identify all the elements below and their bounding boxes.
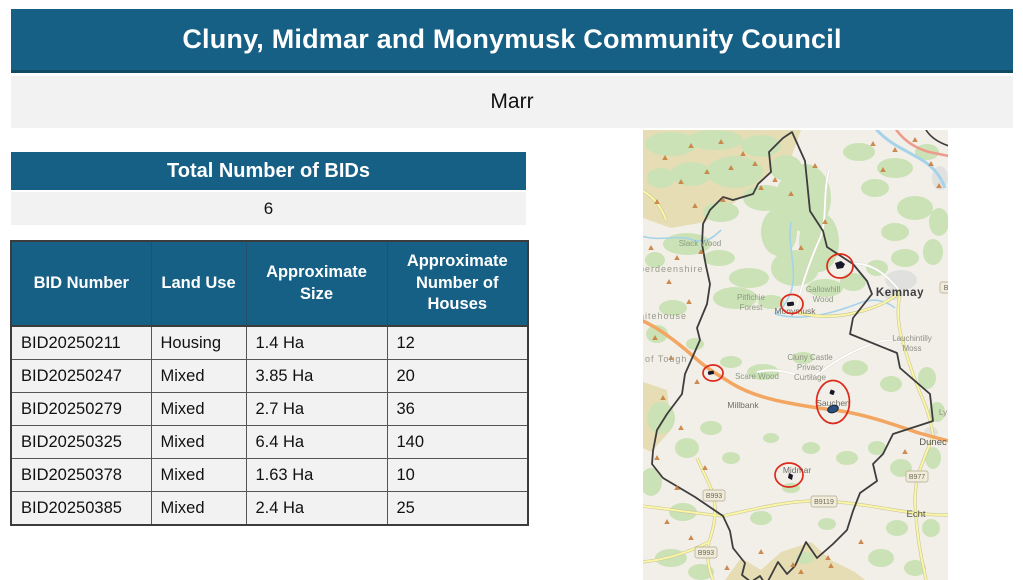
summary-title: Total Number of BIDs (167, 159, 370, 182)
col-header-approx-size: Approximate Size (245, 240, 388, 327)
map-label-cluny-3: Curtilage (794, 373, 827, 382)
svg-text:B9: B9 (944, 285, 948, 292)
map-label-aberdeenshire: berdeenshire (643, 264, 704, 274)
summary-value: 6 (263, 198, 274, 218)
cell-houses: 12 (386, 325, 529, 360)
table-row: BID20250247 Mixed 3.85 Ha 20 (10, 359, 529, 393)
cell-bid: BID20250385 (10, 491, 152, 526)
bid-marker-circle (826, 253, 854, 279)
cell-size: 3.85 Ha (245, 359, 388, 393)
bid-site-shape-sauchen-blue (827, 404, 839, 414)
svg-text:B977: B977 (909, 474, 925, 481)
col-header-approx-houses: Approximate Number of Houses (386, 240, 529, 327)
dark-road (925, 130, 948, 147)
cell-land-use: Mixed (150, 359, 247, 393)
cell-houses: 140 (386, 425, 529, 459)
map-label-cluny-2: Privacy (797, 363, 823, 372)
minor-road (756, 169, 906, 381)
cell-size: 2.4 Ha (245, 491, 388, 526)
cell-bid: BID20250378 (10, 458, 152, 492)
svg-text:B993: B993 (698, 550, 714, 557)
region-subtitle: Marr (490, 90, 534, 113)
cell-land-use: Mixed (150, 491, 247, 526)
bid-marker-circle (702, 364, 724, 382)
cell-size: 6.4 Ha (245, 425, 388, 459)
cell-houses: 25 (386, 491, 529, 526)
map-woodland (643, 130, 948, 580)
map-label-midmar: Midmar (783, 465, 812, 475)
bid-markers (702, 253, 854, 488)
map-label-pitfichie-1: Pitfichie (737, 293, 766, 302)
map-label-lyne: Ly (939, 408, 947, 417)
trunk-road (894, 130, 948, 158)
map-label-slack-wood: Slack Wood (679, 239, 722, 248)
map-label-of-tough: of Tough (645, 354, 687, 364)
cell-land-use: Housing (150, 325, 247, 360)
bid-site-shapes (707, 261, 845, 480)
map-label-lauchintilly-2: Moss (902, 344, 921, 353)
page-title: Cluny, Midmar and Monymusk Community Cou… (182, 24, 842, 54)
map-label-gallowhill-2: Wood (813, 295, 834, 304)
table-header-row: BID Number Land Use Approximate Size App… (10, 240, 529, 327)
map-label-monymusk: Monymusk (774, 306, 816, 316)
cell-size: 1.63 Ha (245, 458, 388, 492)
area-map: Slack Wood berdeenshire hitehouse Pitfic… (643, 130, 948, 580)
cell-land-use: Mixed (150, 458, 247, 492)
page-title-banner: Cluny, Midmar and Monymusk Community Cou… (11, 9, 1013, 73)
cell-land-use: Mixed (150, 425, 247, 459)
bid-marker-circle (780, 293, 804, 315)
cell-houses: 10 (386, 458, 529, 492)
summary-value-bar: 6 (11, 192, 526, 225)
summary-title-bar: Total Number of BIDs (11, 152, 526, 190)
map-label-gallowhill-1: Gallowhill (806, 285, 840, 294)
road-badge-b993-south: B993 (694, 546, 718, 559)
cell-bid: BID20250211 (10, 325, 152, 360)
map-label-kemnay: Kemnay (876, 287, 924, 299)
map-label-scare-wood: Scare Wood (735, 372, 779, 381)
cell-land-use: Mixed (150, 392, 247, 426)
map-label-pitfichie-2: Forest (740, 303, 763, 312)
map-label-sauchen: Sauchen (816, 398, 850, 408)
road-badge-b977: B977 (905, 470, 929, 483)
svg-text:B993: B993 (706, 493, 722, 500)
table-row: BID20250385 Mixed 2.4 Ha 25 (10, 491, 529, 526)
map-label-cluny-1: Cluny Castle (787, 353, 833, 362)
table-row: BID20250211 Housing 1.4 Ha 12 (10, 325, 529, 360)
map-label-millbank: Millbank (727, 400, 759, 410)
cell-bid: BID20250325 (10, 425, 152, 459)
map-label-whitehouse: hitehouse (643, 311, 687, 321)
cell-houses: 36 (386, 392, 529, 426)
cell-houses: 20 (386, 359, 529, 393)
table-row: BID20250378 Mixed 1.63 Ha 10 (10, 458, 529, 492)
road-badge-b993-north: B993 (702, 489, 726, 502)
table-row: BID20250325 Mixed 6.4 Ha 140 (10, 425, 529, 459)
bid-marker-circle (815, 379, 851, 425)
col-header-bid-number: BID Number (10, 240, 152, 327)
bids-table: BID Number Land Use Approximate Size App… (10, 240, 529, 526)
bid-marker-circle (774, 462, 804, 488)
map-label-dunecht: Dunec (919, 437, 947, 448)
map-label-lauchintilly-1: Lauchintilly (892, 334, 932, 343)
region-subtitle-bar: Marr (11, 76, 1013, 128)
map-label-echt: Echt (906, 509, 925, 520)
road-badge-right-edge: B9 (939, 281, 948, 294)
table-row: BID20250279 Mixed 2.7 Ha 36 (10, 392, 529, 426)
b-road (643, 189, 948, 580)
cell-size: 1.4 Ha (245, 325, 388, 360)
svg-text:B9119: B9119 (814, 499, 834, 506)
cell-bid: BID20250247 (10, 359, 152, 393)
road-badge-b9119: B9119 (810, 495, 838, 508)
cell-bid: BID20250279 (10, 392, 152, 426)
col-header-land-use: Land Use (150, 240, 247, 327)
cell-size: 2.7 Ha (245, 392, 388, 426)
council-boundary (651, 131, 934, 580)
